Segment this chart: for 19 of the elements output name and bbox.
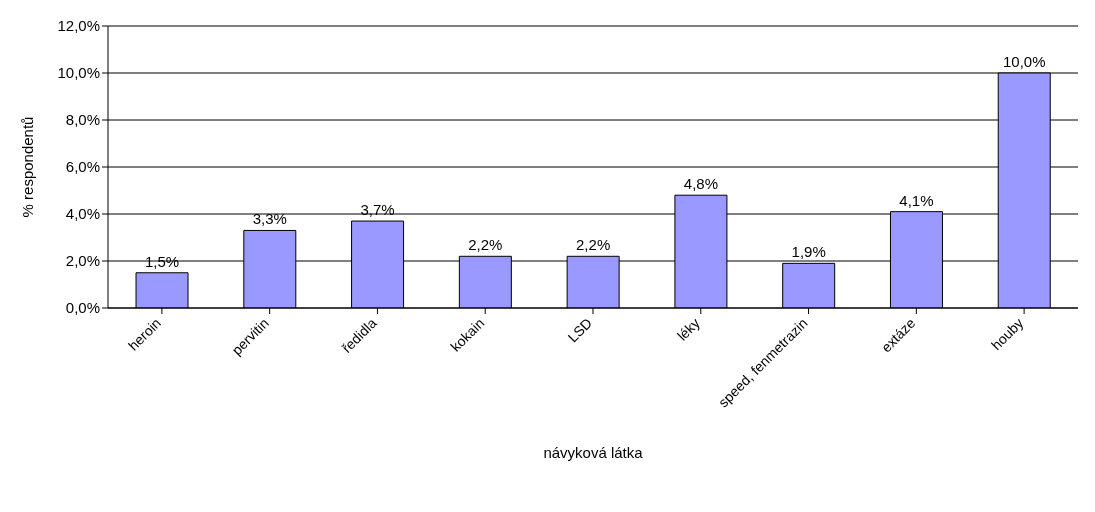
y-tick-label: 2,0% [65,252,100,270]
y-tick-label: 10,0% [57,64,100,82]
data-label: 3,7% [360,201,395,219]
x-tick-label: léky [673,314,703,344]
data-label: 2,2% [576,236,611,254]
data-label: 2,2% [468,236,503,254]
y-tick-label: 0,0% [65,299,100,317]
data-label: 3,3% [252,210,287,228]
y-axis-title: % respondentů [19,116,37,218]
y-tick-label: 6,0% [65,158,100,176]
data-label: 10,0% [1002,53,1046,70]
data-label: 1,5% [144,252,180,270]
x-axis-title: návyková látka [543,444,644,461]
data-label: 4,1% [899,191,934,209]
data-label: 1,9% [791,243,826,261]
y-tick-label: 12,0% [57,17,100,35]
data-label: 4,8% [683,175,719,193]
y-tick-label: 4,0% [65,205,100,223]
y-tick-label: 8,0% [65,111,100,129]
